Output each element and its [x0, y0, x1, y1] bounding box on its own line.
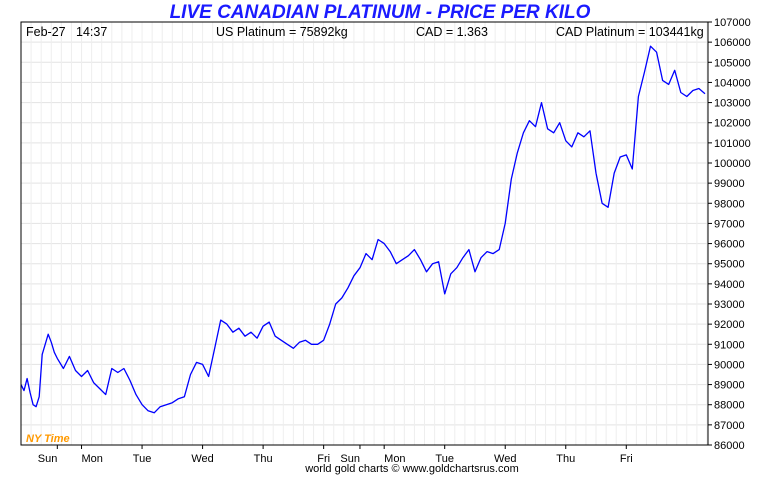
- y-tick-label: 96000: [714, 239, 745, 251]
- series-layer: [20, 45, 706, 414]
- timezone-label: NY Time: [26, 433, 70, 445]
- x-tick-label: Thu: [254, 453, 273, 465]
- grid: [21, 21, 708, 446]
- y-tick-label: 107000: [714, 17, 751, 29]
- x-tick-label: Tue: [133, 453, 152, 465]
- y-tick-label: 105000: [714, 57, 751, 69]
- y-tick-label: 91000: [714, 339, 745, 351]
- info-cad-platinum: CAD Platinum = 103441kg: [556, 25, 704, 39]
- chart-title: LIVE CANADIAN PLATINUM - PRICE PER KILO: [170, 2, 591, 23]
- series-line: [20, 45, 706, 414]
- info-time: 14:37: [76, 25, 107, 39]
- x-tick-label: Wed: [191, 453, 213, 465]
- y-tick-label: 92000: [714, 319, 745, 331]
- y-tick-label: 89000: [714, 380, 745, 392]
- y-tick-label: 90000: [714, 359, 745, 371]
- y-tick-label: 98000: [714, 198, 745, 210]
- x-tick-label: Thu: [556, 453, 575, 465]
- x-tick-label: Tue: [435, 453, 454, 465]
- x-tick-label: Sun: [340, 453, 360, 465]
- y-tick-label: 97000: [714, 218, 745, 230]
- x-axis: Sun Mon Tue Wed Thu Fri Sun Mon Tue Wed Thu Fri: [38, 445, 633, 465]
- x-tick-label: Fri: [317, 453, 330, 465]
- y-tick-label: 87000: [714, 420, 745, 432]
- x-tick-label: Sun: [38, 453, 58, 465]
- y-tick-label: 102000: [714, 118, 751, 130]
- x-tick-label: Mon: [82, 453, 103, 465]
- y-tick-label: 88000: [714, 400, 745, 412]
- chart-footer: world gold charts © www.goldchartsrus.co…: [304, 463, 519, 475]
- y-tick-label: 86000: [714, 440, 745, 452]
- info-bar: Feb-27 14:37 US Platinum = 75892kg CAD =…: [26, 25, 704, 39]
- y-tick-label: 95000: [714, 259, 745, 271]
- x-tick-label: Mon: [384, 453, 405, 465]
- y-tick-label: 99000: [714, 178, 745, 190]
- plot-background: [21, 22, 708, 445]
- info-cad-rate: CAD = 1.363: [416, 25, 488, 39]
- y-tick-label: 103000: [714, 98, 751, 110]
- y-tick-label: 106000: [714, 37, 751, 49]
- info-date: Feb-27: [26, 25, 66, 39]
- y-tick-label: 101000: [714, 138, 751, 150]
- y-tick-label: 94000: [714, 279, 745, 291]
- info-us-platinum: US Platinum = 75892kg: [216, 25, 348, 39]
- x-tick-label: Fri: [620, 453, 633, 465]
- y-tick-label: 100000: [714, 158, 751, 170]
- y-tick-label: 93000: [714, 299, 745, 311]
- x-tick-label: Wed: [494, 453, 516, 465]
- plot-border: [20, 21, 709, 446]
- y-axis: 86000 87000 88000 89000 90000 91000 92000 93000…: [708, 17, 751, 452]
- y-tick-label: 104000: [714, 77, 751, 89]
- plot-area: [21, 22, 708, 445]
